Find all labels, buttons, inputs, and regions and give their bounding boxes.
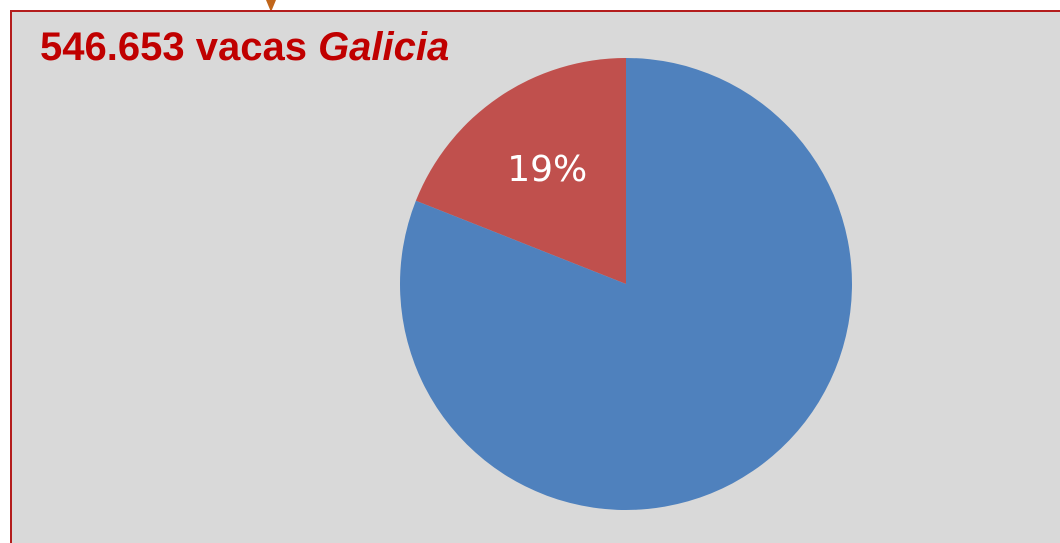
title-region: Galicia [318, 25, 450, 69]
pie-labels: 19% [507, 149, 587, 190]
pie-slice-label-0: 19% [507, 149, 587, 190]
pie-slice-0 [415, 58, 626, 284]
pie-slice-1 [399, 58, 852, 510]
callout-pointer-icon [266, 0, 276, 12]
pie-slices [399, 58, 852, 510]
chart-title: 546.653 vacas Galicia [40, 23, 449, 71]
title-count: 546.653 vacas [40, 25, 307, 69]
